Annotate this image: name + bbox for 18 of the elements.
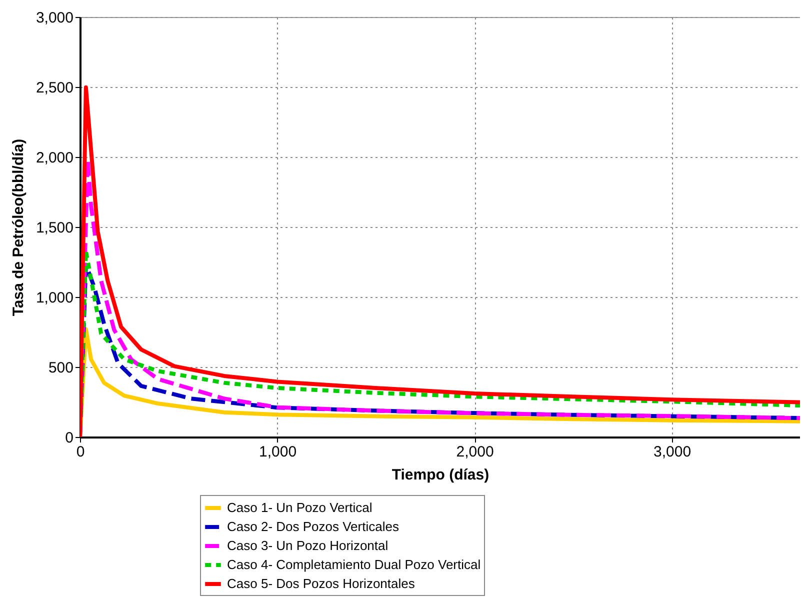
legend-label: Caso 3- Un Pozo Horizontal [227, 538, 388, 553]
y-tick-label: 500 [48, 360, 74, 376]
y-tick-label: 2,000 [36, 150, 74, 166]
y-tick-label: 3,000 [36, 10, 74, 26]
y-tick-label: 1,500 [36, 220, 74, 236]
legend-label: Caso 5- Dos Pozos Horizontales [227, 576, 416, 591]
y-tick-label: 1,000 [36, 290, 74, 306]
x-axis-title: Tiempo (días) [392, 466, 490, 484]
x-tick-label: 3,000 [654, 444, 692, 460]
x-tick-label: 2,000 [456, 444, 494, 460]
legend-label: Caso 1- Un Pozo Vertical [227, 500, 372, 515]
legend-label: Caso 2- Dos Pozos Verticales [227, 519, 400, 534]
x-tick-label: 0 [76, 444, 85, 460]
legend-label: Caso 4- Completamiento Dual Pozo Vertical [227, 557, 481, 572]
y-axis-title: Tasa de Petróleo(bbl/día) [10, 138, 27, 316]
y-tick-label: 2,500 [36, 80, 74, 96]
x-tick-label: 1,000 [258, 444, 297, 460]
y-tick-label: 0 [65, 430, 74, 446]
